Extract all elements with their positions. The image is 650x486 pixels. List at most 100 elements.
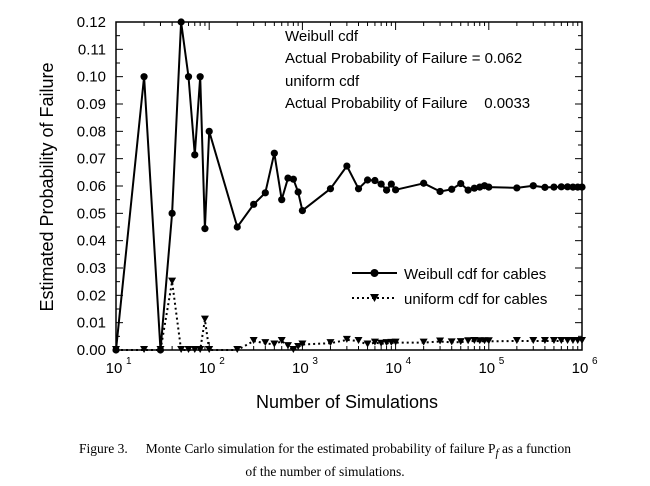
data-point-uniform <box>294 342 303 350</box>
data-point-weibull <box>233 223 241 231</box>
data-point-weibull <box>541 183 549 191</box>
data-point-uniform <box>342 335 351 343</box>
data-point-uniform <box>289 346 298 353</box>
series-line-weibull <box>115 21 582 351</box>
data-point-weibull <box>382 186 391 194</box>
data-point-weibull <box>284 174 292 182</box>
data-point-uniform <box>277 336 286 344</box>
y-tick-label: 0.09 <box>77 96 106 113</box>
data-point-uniform <box>283 342 292 350</box>
y-tick-label: 0.03 <box>77 260 106 277</box>
data-point-uniform <box>578 336 586 344</box>
data-point-weibull <box>392 186 400 194</box>
x-tick-label: 10 <box>478 360 495 377</box>
data-point-uniform <box>391 338 400 346</box>
y-tick-label: 0.01 <box>77 315 106 332</box>
data-point-weibull <box>371 176 379 185</box>
caption-label: Figure 3. <box>78 441 128 456</box>
data-point-uniform <box>549 336 558 344</box>
data-point-weibull <box>436 187 444 196</box>
data-point-uniform <box>470 336 479 344</box>
y-axis-label: Estimated Probability of Failure <box>37 62 57 311</box>
legend-weibull-label: Weibull cdf for cables <box>404 266 546 283</box>
annotation-weibull-actual: Actual Probability of Failure = 0.062 <box>285 50 522 67</box>
y-tick-label: 0.10 <box>77 69 106 86</box>
data-point-uniform <box>249 336 258 344</box>
plot-axes: 0.00 0.01 0.02 0.03 0.04 0.05 0.06 0.07 0.08 0.09… <box>77 14 598 377</box>
x-tick-label: 10 <box>292 360 309 377</box>
data-point-uniform <box>456 338 465 346</box>
data-point-weibull <box>191 151 199 159</box>
data-point-uniform <box>233 346 242 353</box>
data-point-weibull <box>343 162 351 170</box>
x-tick-exponent: 2 <box>219 356 225 367</box>
data-point-uniform <box>205 346 214 353</box>
y-tick-label: 0.08 <box>77 123 106 140</box>
data-point-weibull <box>354 185 363 193</box>
data-point-uniform <box>326 339 335 347</box>
data-point-weibull <box>261 189 269 197</box>
data-point-uniform <box>447 338 456 346</box>
x-tick-label: 10 <box>385 360 402 377</box>
data-point-weibull <box>363 176 372 184</box>
data-point-weibull <box>196 73 204 81</box>
legend-uniform-label: uniform cdf for cables <box>404 291 547 308</box>
data-point-uniform <box>184 346 193 353</box>
data-point-uniform <box>354 336 363 344</box>
data-point-uniform <box>112 346 120 353</box>
data-point-uniform <box>140 346 149 353</box>
y-tick-label: 0.11 <box>78 41 106 58</box>
legend-uniform-marker <box>370 294 379 302</box>
data-point-uniform <box>196 346 205 353</box>
data-point-uniform <box>436 337 445 345</box>
data-point-uniform <box>156 346 165 353</box>
data-point-weibull <box>457 179 465 188</box>
data-point-weibull <box>550 183 558 191</box>
data-point-weibull <box>377 180 385 188</box>
x-tick-exponent: 3 <box>312 356 318 367</box>
data-point-uniform <box>484 337 493 345</box>
data-point-uniform <box>540 336 549 344</box>
legend-weibull-marker <box>370 269 379 277</box>
data-point-weibull <box>420 179 428 187</box>
caption-line-2: of the number of simulations. <box>245 463 405 479</box>
data-point-weibull <box>270 149 278 157</box>
plot-series <box>112 18 586 354</box>
data-point-weibull <box>294 188 302 196</box>
data-point-uniform <box>557 336 566 344</box>
y-tick-label: 0.00 <box>77 342 106 359</box>
x-tick-label: 10 <box>572 360 589 377</box>
data-point-weibull <box>513 184 521 192</box>
data-point-weibull <box>250 200 258 208</box>
data-point-uniform <box>270 340 279 348</box>
y-tick-label: 0.07 <box>77 151 106 168</box>
data-point-uniform <box>298 340 307 348</box>
data-point-uniform <box>563 336 572 344</box>
caption-subscript: f <box>495 447 499 460</box>
annotation-block: Weibull cdf Actual Probability of Failur… <box>285 28 530 112</box>
data-point-weibull <box>168 209 176 217</box>
data-point-weibull <box>387 180 395 188</box>
data-point-uniform <box>419 338 428 346</box>
data-point-weibull <box>529 182 537 190</box>
data-point-uniform <box>377 339 386 347</box>
x-tick-exponent: 6 <box>592 356 598 367</box>
data-point-uniform <box>177 346 186 353</box>
data-point-weibull <box>448 185 456 193</box>
x-tick-label: 10 <box>106 360 123 377</box>
data-point-uniform <box>512 336 521 344</box>
figure-caption: Figure 3. Monte Carlo simulation for the … <box>0 440 650 480</box>
data-point-weibull <box>464 186 472 194</box>
data-point-uniform <box>363 340 372 348</box>
x-tick-label: 10 <box>199 360 216 377</box>
data-point-weibull <box>278 196 286 204</box>
caption-line-1: Figure 3. Monte Carlo simulation for the … <box>0 440 650 463</box>
data-point-weibull <box>201 225 209 233</box>
x-axis-label: Number of Simulations <box>256 392 438 412</box>
data-point-weibull <box>563 183 572 191</box>
data-point-uniform <box>370 338 379 346</box>
x-tick-exponent: 5 <box>499 356 505 367</box>
data-point-weibull <box>184 73 193 81</box>
y-tick-label: 0.06 <box>77 178 106 195</box>
